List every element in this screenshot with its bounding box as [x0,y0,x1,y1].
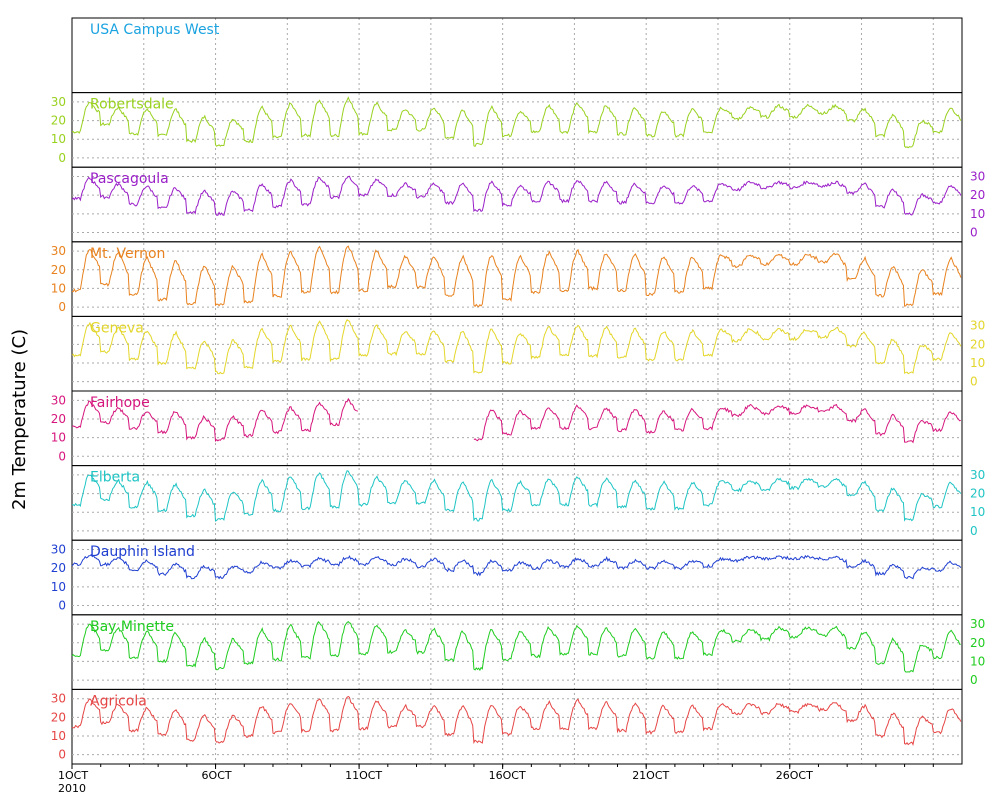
station-label: Agricola [90,693,147,709]
series-line [71,319,962,375]
y-tick-label: 0 [58,598,66,612]
series-line [71,695,962,746]
y-tick-label: 20 [970,487,985,501]
station-label: USA Campus West [90,22,220,38]
y-tick-label: 30 [970,319,985,333]
y-tick-label: 20 [51,561,66,575]
y-tick-label: 30 [51,244,66,258]
y-tick-label: 30 [970,468,985,482]
y-tick-label: 10 [970,207,985,221]
y-tick-label: 10 [51,431,66,445]
y-tick-label: 0 [58,151,66,165]
station-label: Elberta [90,470,140,486]
panel-frame [71,315,963,392]
y-tick-label: 30 [51,692,66,706]
station-label: Bay Minette [90,619,174,635]
x-tick-label: 26OCT [776,769,813,782]
y-tick-label: 0 [970,524,978,538]
x-tick-label: 6OCT [202,769,232,782]
y-tick-label: 0 [970,225,978,239]
y-tick-label: 0 [58,748,66,762]
y-tick-label: 30 [51,393,66,407]
y-tick-label: 10 [51,132,66,146]
x-tick-label: 21OCT [632,769,669,782]
y-tick-label: 10 [970,654,985,668]
y-tick-label: 20 [970,636,985,650]
series-line [473,403,961,444]
y-tick-label: 30 [970,617,985,631]
y-tick-label: 0 [970,673,978,687]
y-tick-label: 10 [51,580,66,594]
station-label: Geneva [90,320,144,336]
y-tick-label: 20 [51,263,66,277]
station-label: Robertsdale [90,97,174,113]
y-tick-label: 10 [970,356,985,370]
station-label: Fairhope [90,395,150,411]
y-tick-label: 20 [51,710,66,724]
series-line [71,554,962,580]
panel-frame [71,166,963,243]
series-line [71,397,359,443]
y-tick-label: 30 [970,170,985,184]
x-tick-label: 1OCT [58,769,88,782]
x-tick-label: 11OCT [345,769,382,782]
y-tick-label: 30 [51,95,66,109]
series-line [71,470,962,522]
y-tick-label: 20 [970,337,985,351]
station-label: Dauphin Island [90,544,195,560]
y-tick-label: 20 [970,188,985,202]
y-tick-label: 10 [51,729,66,743]
panel-frame [71,390,963,467]
x-tick-label: 16OCT [489,769,526,782]
series-line [71,175,962,216]
panel-frame [71,539,963,616]
panel-frame [71,241,963,317]
station-label: Pascagoula [90,171,169,187]
panel-frame [71,614,963,690]
station-label: Mt. Vernon [90,246,165,262]
panel-frame [71,92,963,168]
x-tick-sublabel: 2010 [58,782,86,795]
y-axis-label: 2m Temperature (C) [9,328,30,510]
y-tick-label: 20 [51,114,66,128]
y-tick-label: 30 [51,543,66,557]
y-tick-label: 10 [970,505,985,519]
series-line [71,245,962,308]
series-line [71,621,961,673]
y-tick-label: 0 [970,375,978,389]
panel-frame [71,688,963,765]
panel-frame [71,465,963,541]
y-tick-label: 20 [51,412,66,426]
y-tick-label: 0 [58,300,66,314]
series-line [71,96,962,149]
y-tick-label: 0 [58,449,66,463]
y-tick-label: 10 [51,281,66,295]
